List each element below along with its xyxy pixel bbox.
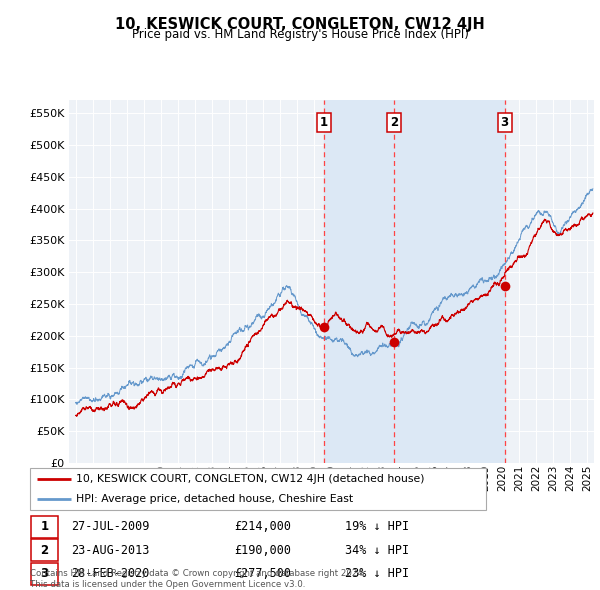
Text: £214,000: £214,000 (234, 520, 291, 533)
Text: HPI: Average price, detached house, Cheshire East: HPI: Average price, detached house, Ches… (76, 494, 353, 504)
Text: 2: 2 (40, 543, 49, 557)
Bar (324, 100, 505, 463)
Text: 1: 1 (320, 116, 328, 129)
Text: 10, KESWICK COURT, CONGLETON, CW12 4JH (detached house): 10, KESWICK COURT, CONGLETON, CW12 4JH (… (76, 474, 424, 484)
Text: £277,500: £277,500 (234, 567, 291, 581)
Text: Price paid vs. HM Land Registry's House Price Index (HPI): Price paid vs. HM Land Registry's House … (131, 28, 469, 41)
Text: 3: 3 (40, 567, 49, 581)
FancyBboxPatch shape (30, 468, 486, 510)
Text: 27-JUL-2009: 27-JUL-2009 (71, 520, 150, 533)
Text: 23% ↓ HPI: 23% ↓ HPI (344, 567, 409, 581)
FancyBboxPatch shape (31, 539, 58, 561)
Text: 3: 3 (500, 116, 509, 129)
Text: 23-AUG-2013: 23-AUG-2013 (71, 543, 150, 557)
Text: £190,000: £190,000 (234, 543, 291, 557)
Text: 10, KESWICK COURT, CONGLETON, CW12 4JH: 10, KESWICK COURT, CONGLETON, CW12 4JH (115, 17, 485, 31)
Text: 28-FEB-2020: 28-FEB-2020 (71, 567, 150, 581)
Text: Contains HM Land Registry data © Crown copyright and database right 2024.
This d: Contains HM Land Registry data © Crown c… (30, 569, 365, 589)
Text: 1: 1 (40, 520, 49, 533)
FancyBboxPatch shape (31, 516, 58, 537)
Text: 19% ↓ HPI: 19% ↓ HPI (344, 520, 409, 533)
FancyBboxPatch shape (31, 563, 58, 585)
Text: 2: 2 (389, 116, 398, 129)
Text: 34% ↓ HPI: 34% ↓ HPI (344, 543, 409, 557)
